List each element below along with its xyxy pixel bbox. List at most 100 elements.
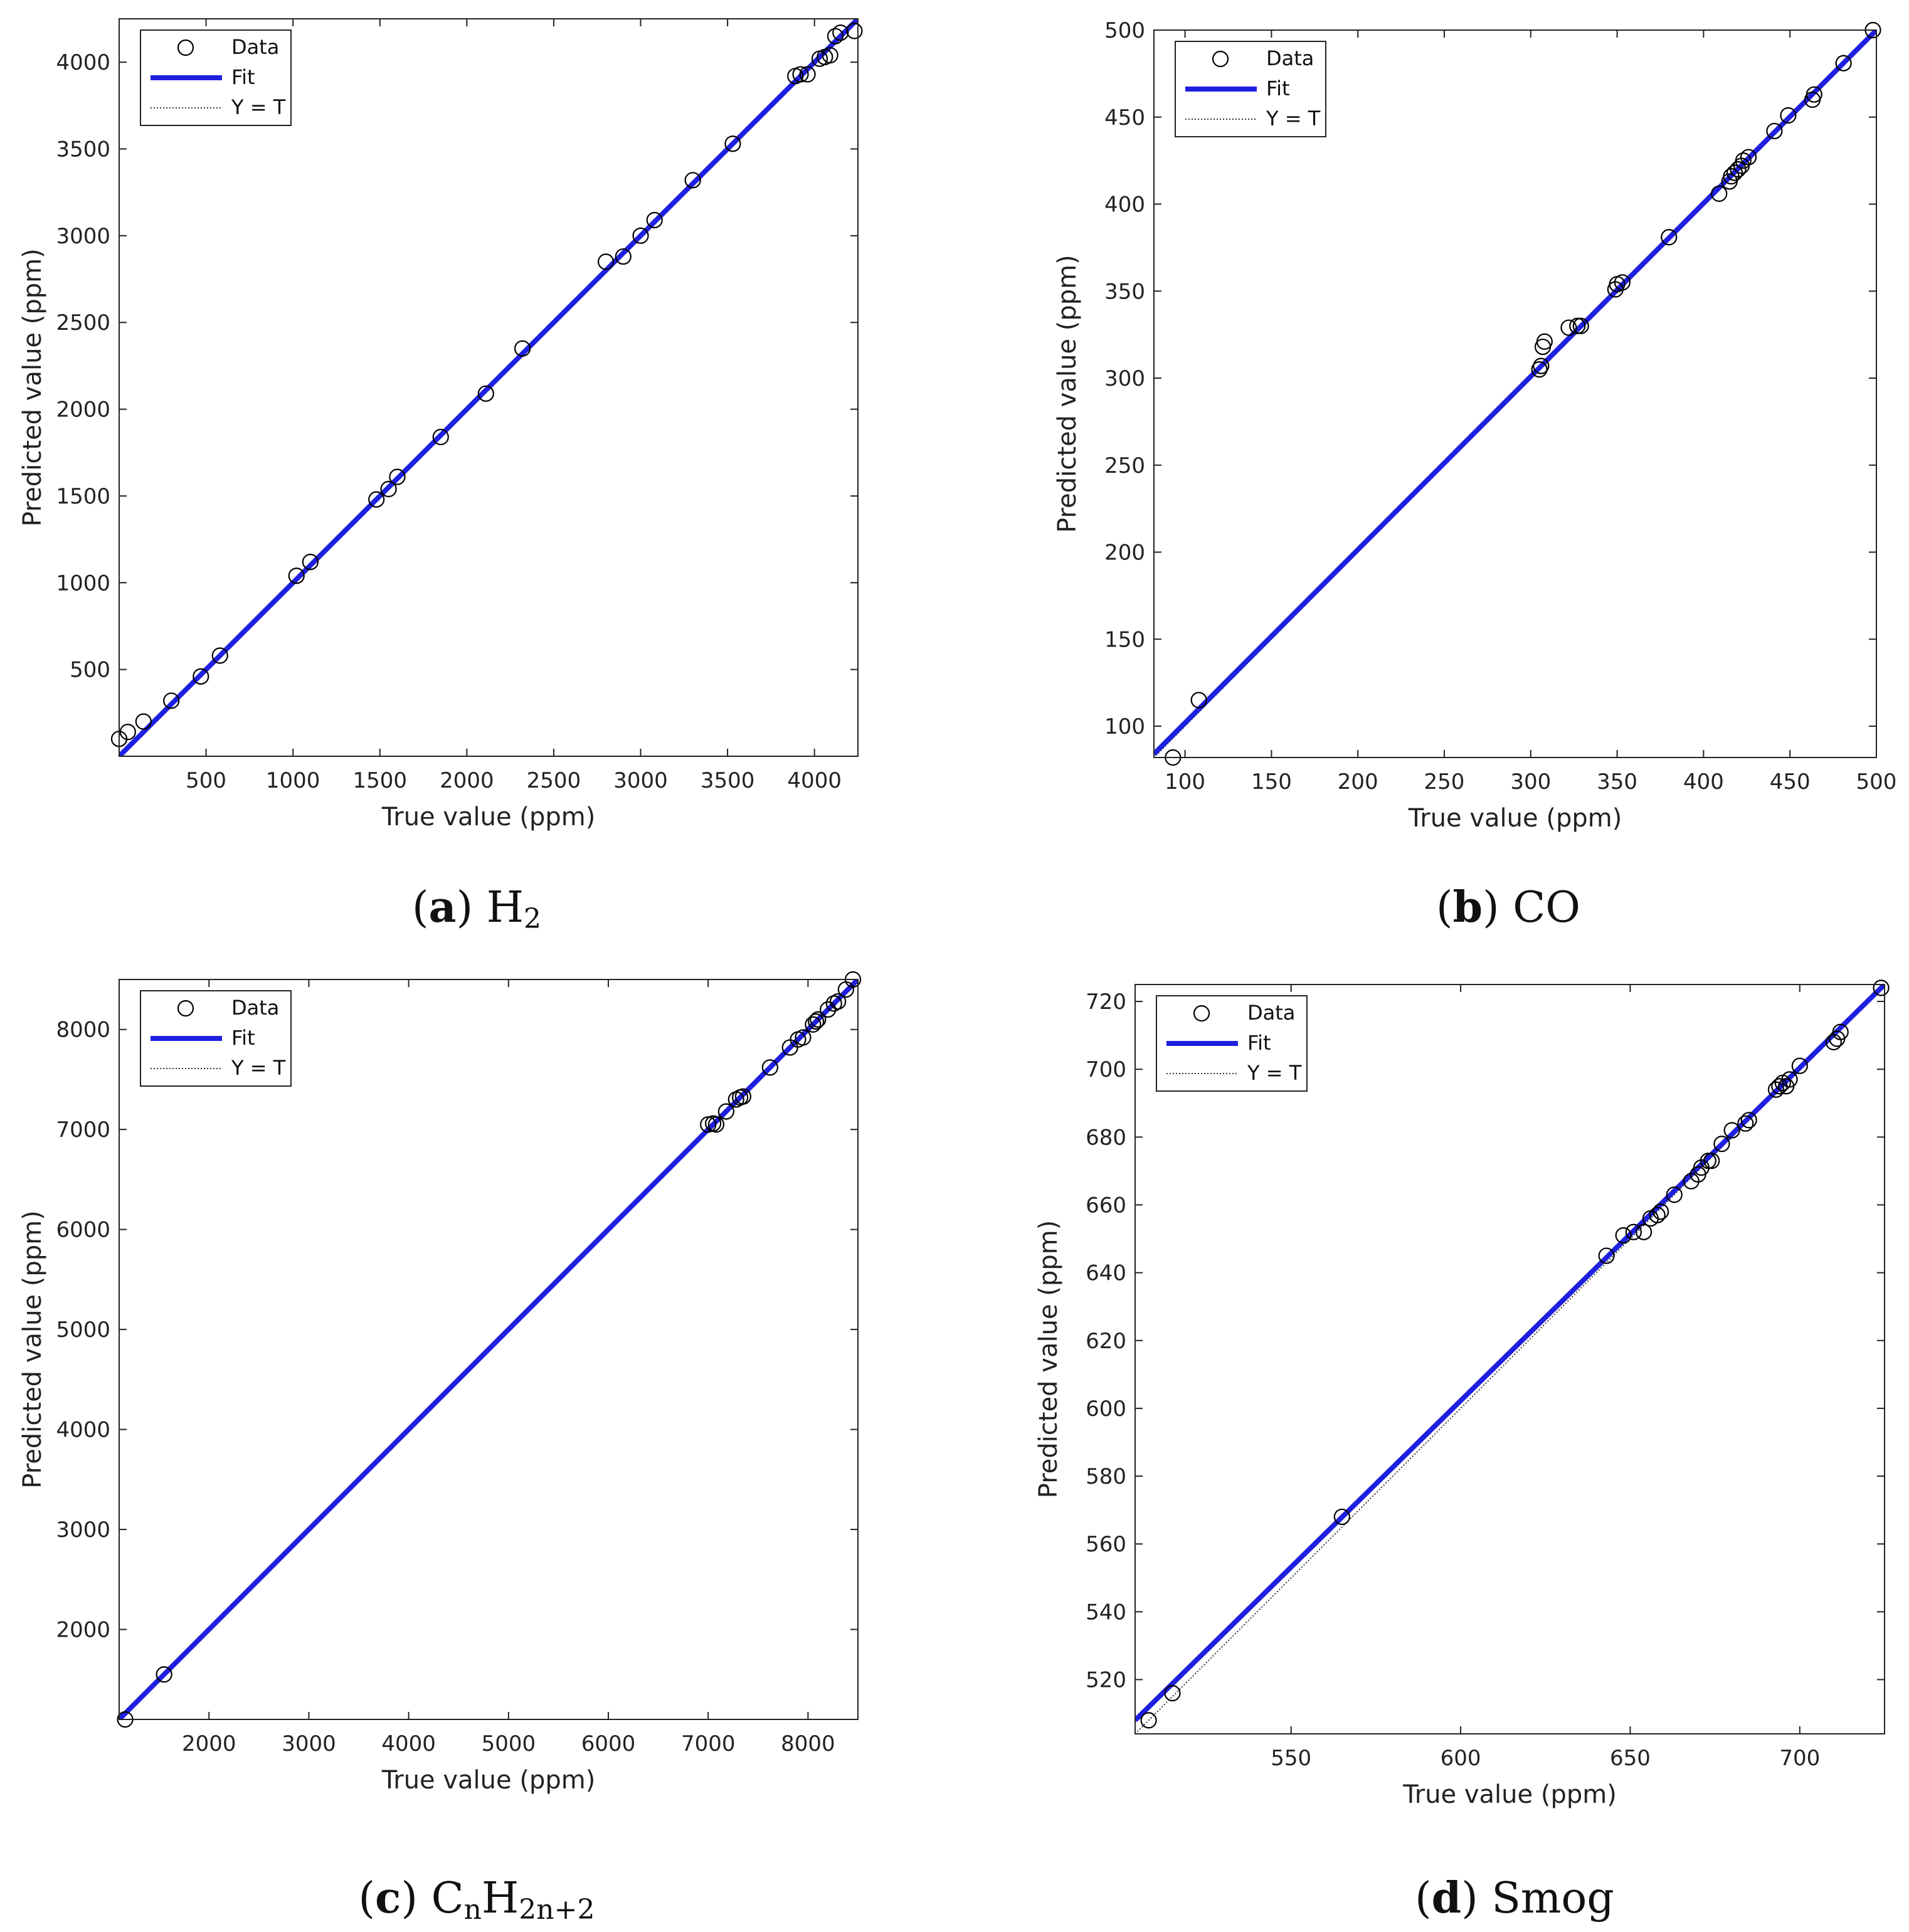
caption-gas: CO [1513,883,1580,932]
plot-area [1154,30,1876,757]
y-tick-label: 150 [1104,627,1145,652]
x-tick-label: 1500 [352,768,407,793]
plot-area [119,19,858,756]
data-point [700,1116,717,1133]
x-tick-label: 100 [1165,769,1205,794]
data-point [799,66,816,83]
x-tick-label: 4000 [381,1731,436,1756]
y-tick-label: 6000 [56,1218,110,1243]
data-point [808,1013,825,1030]
panel-caption: (a) H2 [412,882,541,935]
axes-frame [1134,984,1885,1734]
y-tick-label: 2000 [56,1617,110,1642]
data-point [389,468,406,485]
data-point [795,1029,812,1046]
legend-label: Fit [1247,1031,1271,1055]
y-tick-label: 660 [1086,1193,1126,1218]
data-point [1835,55,1852,71]
legend-label: Fit [231,1026,255,1050]
fit-line [1154,30,1876,756]
chart-panel-d: 550 600 650 700 520 540 560 580 600 620 640 660 680 7… [1034,979,1890,1923]
data-point [717,1103,734,1120]
x-tick-label: 8000 [781,1731,835,1756]
x-axis-label: True value (ppm) [1408,804,1622,833]
data-point [825,995,842,1012]
y-tick-label: 720 [1086,990,1126,1015]
data-point [368,491,385,508]
caption-gas2: H [482,1874,519,1923]
data-point [1711,185,1728,202]
y-tick-label: 580 [1086,1464,1126,1489]
x-tick-label: 3500 [701,768,755,793]
data-point [1625,1223,1642,1240]
x-tick-label: 650 [1610,1746,1651,1771]
legend-marker-data [177,39,194,56]
x-tick-label: 2000 [182,1731,236,1756]
legend-label: Y = T [231,95,286,119]
y-tick-label: 560 [1086,1532,1126,1557]
x-tick-label: 400 [1683,769,1724,794]
data-point [1723,1122,1740,1139]
y-tick-label: 450 [1104,105,1145,130]
data-point [1703,1153,1720,1169]
chart-panel-c: 2000 3000 4000 5000 6000 7000 8000 2000 3000 4000… [18,971,862,1926]
legend-label: Y = T [1266,107,1321,130]
y-tick-label: 7000 [56,1117,110,1143]
panel-caption: (c) CnH2n+2 [359,1873,595,1926]
data-point [1700,1153,1716,1169]
axes-frame [119,979,859,1720]
data-point [1569,317,1586,334]
caption-paren-close: ) [1483,883,1513,932]
data-point [1766,122,1783,140]
x-tick-label: 250 [1424,769,1465,794]
caption-paren-close: ) [1461,1874,1491,1923]
legend: Data Fit Y = T [140,990,292,1087]
x-tick-label: 6000 [581,1731,636,1756]
y-tick-label: 1000 [56,571,110,596]
data-point [380,480,397,497]
data-point [1531,361,1548,378]
data-point [163,692,180,709]
legend-label: Data [1247,1001,1295,1025]
fit-line [1135,984,1885,1723]
data-point [792,66,809,83]
data-point [1713,1136,1730,1153]
data-point [514,340,531,357]
y-tick-label: 4000 [56,50,110,75]
caption-paren-close: ) [401,1874,431,1923]
data-point [1164,1685,1181,1702]
data-point [1598,1247,1615,1264]
y-tick-label: 600 [1086,1396,1126,1422]
legend-label: Fit [1266,77,1290,100]
y-tick-label: 250 [1104,453,1145,478]
x-tick-label: 7000 [681,1731,736,1756]
x-tick-label: 1000 [266,768,320,793]
data-point [707,1116,725,1133]
legend-marker-data [1212,50,1229,68]
axes-frame [119,18,859,757]
data-point [632,227,649,244]
data-point [156,1666,172,1683]
data-point [1653,1203,1669,1220]
data-point [646,211,663,229]
legend: Data Fit Y = T [1156,995,1308,1092]
x-tick-label: 2500 [527,768,581,793]
data-point [724,135,741,152]
data-point [1661,229,1678,246]
y-tick-label: 3000 [56,224,110,249]
y-tick-label: 3000 [56,1518,110,1543]
data-point [597,253,615,270]
data-point [211,647,228,664]
caption-gas: Smog [1491,1874,1614,1923]
data-point [1140,1712,1157,1729]
caption-paren-open: ( [359,1874,376,1923]
x-tick-label: 4000 [787,768,842,793]
y-tick-label: 4000 [56,1418,110,1443]
legend-label: Fit [231,65,255,89]
data-point [1533,357,1550,374]
y-axis-label: Predicted value (ppm) [1053,255,1082,532]
chart-panel-a: 500 1000 1500 2000 2500 3000 3500 4000 500 1000 15… [18,18,863,935]
data-point [761,1059,779,1076]
data-point [684,172,701,189]
legend-marker-data [1193,1005,1210,1022]
